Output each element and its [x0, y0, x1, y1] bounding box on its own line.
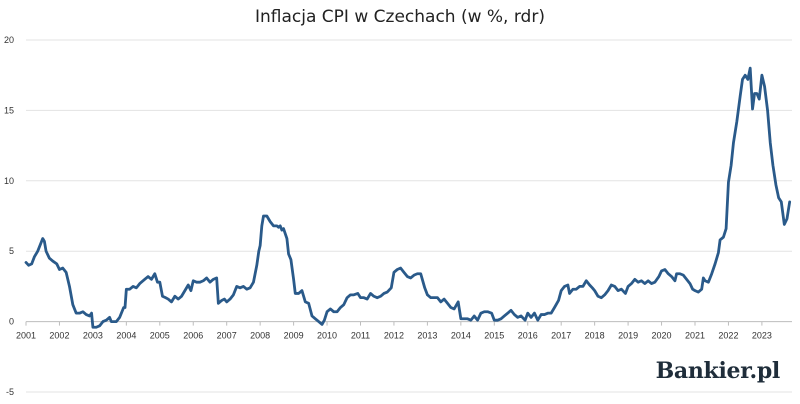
x-tick-label: 2020: [652, 331, 672, 341]
y-tick-label: 0: [9, 317, 14, 327]
x-tick-label: 2021: [685, 331, 705, 341]
y-tick-label: 15: [4, 105, 14, 115]
y-tick-label: 5: [9, 246, 14, 256]
x-tick-label: 2005: [150, 331, 170, 341]
y-tick-label: 10: [4, 176, 14, 186]
x-tick-label: 2017: [551, 331, 571, 341]
x-tick-label: 2006: [183, 331, 203, 341]
x-tick-label: 2016: [518, 331, 538, 341]
x-tick-label: 2019: [618, 331, 638, 341]
x-tick-label: 2009: [284, 331, 304, 341]
x-tick-label: 2007: [217, 331, 237, 341]
x-tick-label: 2010: [317, 331, 337, 341]
x-tick-label: 2014: [451, 331, 471, 341]
x-tick-label: 2008: [250, 331, 270, 341]
y-tick-label: 20: [4, 35, 14, 45]
x-tick-label: 2004: [116, 331, 136, 341]
x-tick-label: 2015: [484, 331, 504, 341]
x-tick-label: 2011: [351, 331, 370, 341]
x-tick-label: 2002: [49, 331, 69, 341]
x-tick-label: 2023: [752, 331, 772, 341]
bankier-logo: Bankier.pl: [655, 358, 781, 384]
x-tick-label: 2003: [83, 331, 103, 341]
chart-title: Inflacja CPI w Czechach (w %, rdr): [255, 7, 545, 27]
y-tick-label: -5: [6, 387, 14, 397]
x-tick-label: 2013: [417, 331, 437, 341]
x-tick-label: 2012: [384, 331, 404, 341]
x-tick-label: 2022: [718, 331, 738, 341]
cpi-series-line: [24, 66, 792, 329]
x-tick-label: 2018: [585, 331, 605, 341]
x-tick-label: 2001: [16, 331, 36, 341]
